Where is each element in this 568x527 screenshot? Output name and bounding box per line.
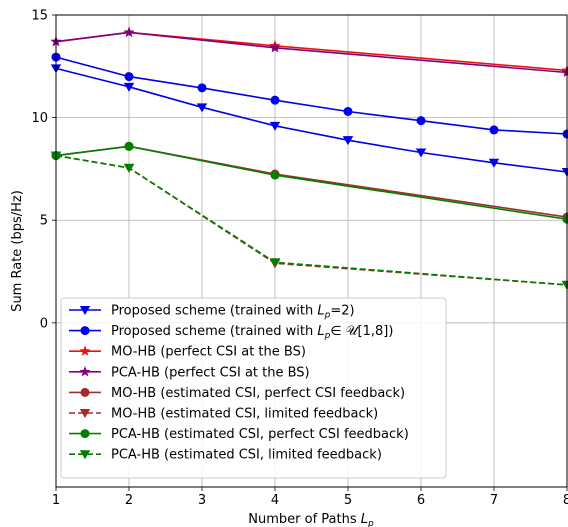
- series-layer: [50, 26, 568, 290]
- series-line-pca-hb-perfect: [55, 31, 568, 74]
- series-line-proposed-lp2: [55, 67, 568, 173]
- legend-label: MO-HB (perfect CSI at the BS): [111, 345, 306, 360]
- ticks: 1 2 3 4 5 6 7 8 0 5 10 15: [31, 9, 568, 509]
- y-tick-label: 15: [31, 9, 48, 24]
- data-point: [488, 158, 500, 168]
- legend-item-proposed-u18: Proposed scheme (trained with Lp∈ 𝒰[1,8]…: [69, 324, 393, 341]
- y-axis-label: Sum Rate (bps/Hz): [10, 190, 25, 312]
- data-point: [123, 163, 135, 173]
- legend-label: PCA-HB (perfect CSI at the BS): [111, 365, 310, 380]
- x-tick-label: 8: [563, 493, 568, 508]
- y-tick-label: 5: [40, 214, 48, 229]
- legend-item-mo-hb-est-perfect: MO-HB (estimated CSI, perfect CSI feedba…: [69, 386, 405, 401]
- data-point: [269, 42, 281, 53]
- legend-marker: [80, 387, 90, 397]
- legend-item-proposed-lp2: Proposed scheme (trained with Lp=2): [69, 304, 355, 321]
- legend-item-pca-hb-perfect: PCA-HB (perfect CSI at the BS): [69, 365, 310, 380]
- legend-marker: [79, 306, 91, 315]
- data-point: [123, 26, 135, 38]
- legend-marker: [79, 409, 91, 418]
- legend-item-mo-hb-perfect: MO-HB (perfect CSI at the BS): [69, 345, 306, 360]
- x-tick-label: 1: [52, 493, 60, 508]
- data-point: [416, 116, 426, 126]
- legend-marker: [79, 450, 91, 460]
- data-point: [269, 258, 281, 268]
- legend-label: Proposed scheme (trained with Lp∈ 𝒰[1,8]…: [111, 324, 393, 341]
- x-tick-label: 4: [271, 493, 279, 508]
- x-tick-label: 2: [125, 493, 133, 508]
- legend-marker: [79, 366, 91, 377]
- data-point: [270, 95, 280, 105]
- data-point: [269, 121, 281, 131]
- series-line-proposed-u18: [55, 56, 568, 135]
- data-point: [124, 72, 134, 82]
- data-point: [196, 103, 208, 113]
- legend-label: PCA-HB (estimated CSI, perfect CSI feedb…: [111, 427, 409, 442]
- y-tick-label: 10: [31, 111, 48, 126]
- data-point: [270, 170, 280, 180]
- data-point: [342, 136, 354, 146]
- legend-label: MO-HB (estimated CSI, perfect CSI feedba…: [111, 386, 405, 401]
- data-point: [123, 82, 135, 92]
- series-pca-hb-est-perfect: [51, 141, 568, 224]
- data-point: [561, 66, 568, 78]
- legend-item-mo-hb-est-limited: MO-HB (estimated CSI, limited feedback): [69, 407, 378, 422]
- data-point: [343, 106, 353, 116]
- legend-item-pca-hb-est-limited: PCA-HB (estimated CSI, limited feedback): [69, 448, 382, 463]
- data-point: [197, 83, 207, 93]
- data-point: [124, 141, 134, 151]
- y-tick-label: 0: [40, 316, 48, 331]
- legend-label: Proposed scheme (trained with Lp=2): [111, 304, 355, 321]
- x-tick-label: 6: [417, 493, 425, 508]
- series-line-pca-hb-est-perfect: [55, 145, 568, 220]
- data-point: [415, 148, 427, 158]
- data-point: [489, 125, 499, 135]
- legend-marker: [80, 429, 90, 439]
- plot-frame: [55, 14, 568, 488]
- legend-label: PCA-HB (estimated CSI, limited feedback): [111, 448, 382, 463]
- x-tick-label: 7: [490, 493, 498, 508]
- legend-marker: [80, 326, 90, 336]
- data-point: [561, 280, 568, 290]
- series-line-pca-hb-est-limited: [55, 154, 568, 286]
- legend-box: [60, 297, 447, 479]
- x-axis-label: Number of Paths Lp: [248, 512, 374, 527]
- legend: Proposed scheme (trained with Lp=2) Propo…: [60, 297, 447, 479]
- x-tick-label: 5: [344, 493, 352, 508]
- legend-item-pca-hb-est-perfect: PCA-HB (estimated CSI, perfect CSI feedb…: [69, 427, 409, 442]
- legend-marker: [79, 345, 91, 356]
- legend-label: MO-HB (estimated CSI, limited feedback): [111, 407, 378, 422]
- x-tick-label: 3: [198, 493, 206, 508]
- series-proposed-lp2: [50, 64, 568, 177]
- data-point: [561, 167, 568, 177]
